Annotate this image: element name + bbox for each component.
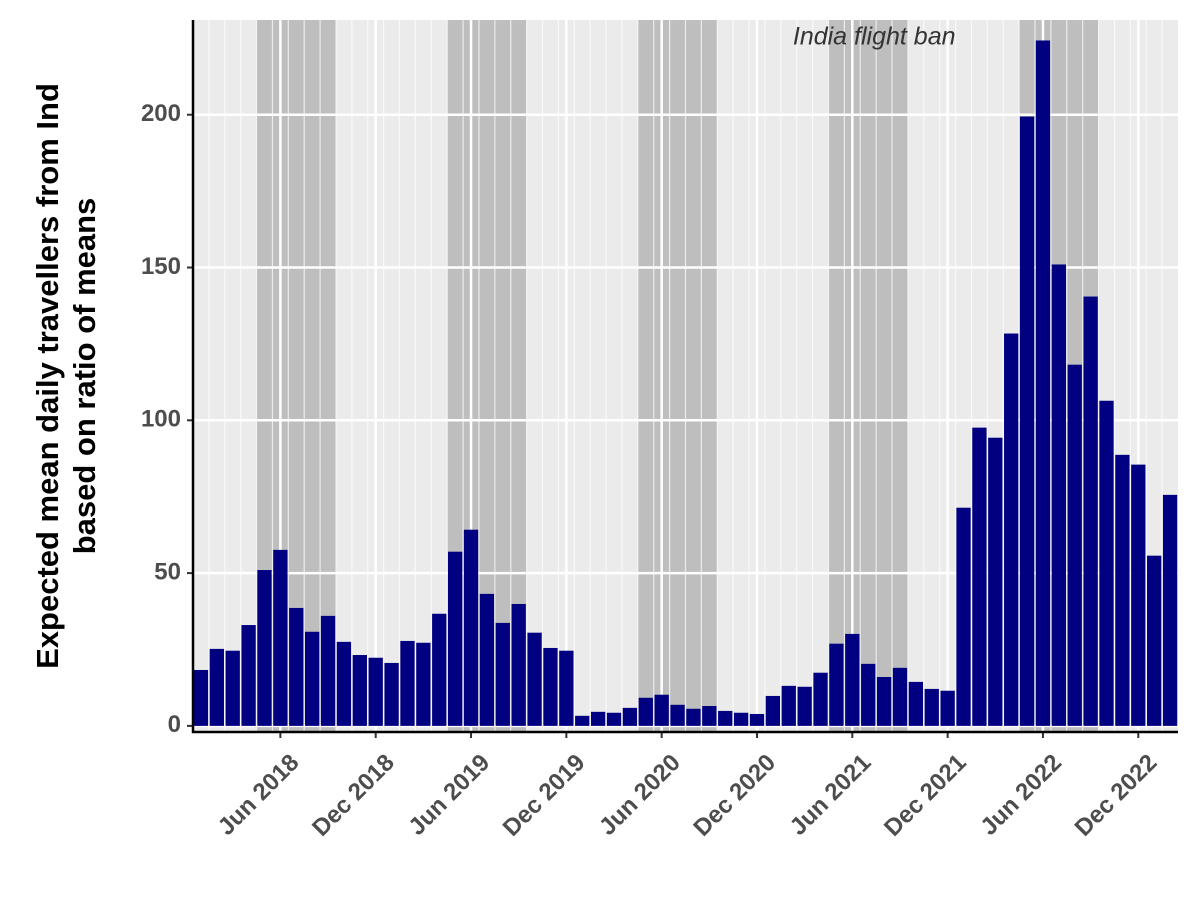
bar — [1115, 454, 1130, 726]
bar — [876, 676, 892, 726]
bar — [336, 641, 352, 726]
bar — [257, 570, 272, 726]
x-tick-label: Dec 2021 — [879, 749, 972, 842]
y-tick-label: 150 — [141, 253, 181, 280]
bar — [479, 593, 495, 726]
bar — [225, 650, 240, 726]
y-tick-label: 0 — [168, 711, 181, 738]
bar — [972, 427, 987, 726]
y-tick-label: 200 — [141, 100, 181, 127]
y-tick-label: 50 — [154, 558, 181, 585]
bar — [924, 688, 939, 726]
bar — [1019, 116, 1035, 726]
bar — [511, 603, 526, 726]
bar — [1067, 364, 1082, 726]
shaded-period — [637, 20, 718, 732]
x-tick-label: Dec 2019 — [498, 749, 591, 842]
bar — [670, 704, 685, 726]
shaded-period — [828, 20, 908, 732]
x-tick-label: Jun 2021 — [785, 749, 877, 841]
bar — [416, 642, 431, 726]
bar — [1035, 40, 1051, 726]
x-tick-label: Dec 2022 — [1070, 749, 1163, 842]
bar — [638, 697, 653, 726]
bar — [320, 615, 336, 726]
bar — [765, 695, 781, 726]
x-tick-label: Jun 2020 — [594, 749, 686, 841]
bar — [1162, 494, 1178, 726]
bar — [368, 657, 383, 726]
bar — [940, 690, 955, 726]
x-tick-label: Jun 2019 — [403, 749, 495, 841]
bar — [606, 712, 622, 726]
bar — [908, 681, 924, 726]
bar — [1004, 333, 1019, 726]
bar — [813, 672, 828, 726]
bar — [749, 713, 765, 726]
bar — [1083, 296, 1098, 726]
bar — [209, 648, 224, 726]
bar — [495, 622, 510, 726]
bar — [733, 712, 749, 726]
bar — [575, 715, 590, 726]
bar — [590, 711, 606, 726]
bar — [1147, 555, 1162, 726]
bar — [463, 529, 479, 726]
y-axis-label: Expected mean daily travellers from Ind — [30, 83, 65, 669]
bar — [892, 667, 908, 726]
bar — [718, 710, 733, 726]
bar — [845, 633, 860, 726]
bar — [686, 708, 701, 726]
bar — [432, 613, 447, 726]
x-tick-label: Dec 2018 — [307, 749, 400, 842]
bar — [781, 685, 796, 726]
bar — [527, 632, 542, 726]
bar — [305, 631, 320, 726]
bar — [861, 663, 876, 726]
bar — [622, 707, 638, 726]
bar — [654, 694, 669, 726]
annotation: India flight ban — [793, 23, 956, 51]
bar — [447, 551, 463, 726]
bar — [988, 437, 1003, 726]
bar — [956, 507, 971, 726]
y-axis-label: based on ratio of means — [67, 198, 102, 555]
bar — [352, 654, 367, 726]
x-tick-label: Dec 2020 — [688, 749, 781, 842]
x-tick-label: Jun 2018 — [213, 749, 305, 841]
bar — [797, 686, 812, 726]
x-tick-label: Jun 2022 — [975, 749, 1067, 841]
bar — [289, 607, 304, 726]
bar — [702, 706, 717, 726]
bar — [400, 640, 415, 726]
bar — [193, 669, 209, 726]
bar — [384, 662, 399, 726]
bar — [559, 650, 574, 726]
bar — [1131, 464, 1146, 726]
bar — [543, 647, 558, 726]
bar — [1099, 400, 1114, 726]
bar — [241, 625, 256, 726]
bar — [1051, 264, 1066, 726]
y-tick-label: 100 — [141, 406, 181, 433]
bar — [829, 643, 844, 726]
bar — [273, 549, 288, 726]
